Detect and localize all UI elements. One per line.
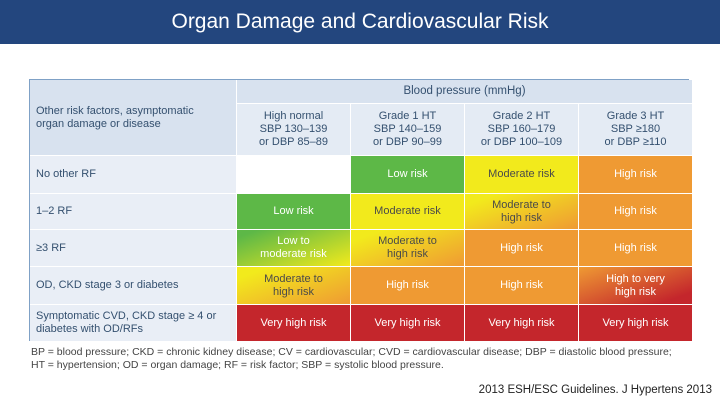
- risk-cell-r3-c4: High risk: [578, 229, 692, 266]
- risk-cell-r4-c3: High risk: [464, 266, 578, 304]
- risk-label: Moderate to high risk: [492, 198, 551, 224]
- risk-label: High risk: [614, 241, 657, 254]
- column-sbp: SBP ≥180: [610, 123, 661, 135]
- footnote-line-1: BP = blood pressure; CKD = chronic kidne…: [31, 346, 672, 358]
- risk-label: Very high risk: [488, 316, 555, 329]
- risk-cell-r5-c3: Very high risk: [464, 304, 578, 341]
- risk-label: High to very high risk: [606, 272, 665, 298]
- risk-cell-r1-c4: High risk: [578, 155, 692, 193]
- risk-label: Low risk: [273, 205, 314, 217]
- row-label-text: Symptomatic CVD, CKD stage ≥ 4 or diabet…: [36, 310, 217, 335]
- column-header-1: High normal SBP 130–139 or DBP 85–89: [236, 104, 350, 155]
- risk-label: Low risk: [387, 168, 428, 180]
- abbreviations-footnote: BP = blood pressure; CKD = chronic kidne…: [31, 346, 691, 372]
- risk-label: Very high risk: [602, 316, 669, 329]
- risk-cell-r1-c1: [236, 155, 350, 193]
- corner-label: Other risk factors, asymptomatic organ d…: [36, 104, 194, 130]
- risk-cell-r1-c2: Low risk: [350, 155, 464, 193]
- risk-label: Low to moderate risk: [260, 235, 327, 260]
- risk-label: High risk: [500, 241, 543, 254]
- risk-cell-r4-c1: Moderate to high risk: [236, 266, 350, 304]
- risk-label: Moderate to high risk: [264, 272, 323, 298]
- row-label-text: No other RF: [36, 168, 96, 180]
- risk-label: Very high risk: [374, 316, 441, 329]
- row-label-text: 1–2 RF: [36, 205, 73, 217]
- row-label-text: ≥3 RF: [36, 241, 66, 254]
- risk-label: Moderate to high risk: [378, 235, 437, 260]
- row-label-2: 1–2 RF: [30, 193, 236, 229]
- column-dbp: or DBP 90–99: [373, 136, 442, 148]
- column-title: Grade 3 HT: [606, 110, 665, 122]
- risk-cell-r3-c3: High risk: [464, 229, 578, 266]
- row-label-text: OD, CKD stage 3 or diabetes: [36, 279, 179, 291]
- risk-cell-r2-c1: Low risk: [236, 193, 350, 229]
- risk-cell-r1-c3: Moderate risk: [464, 155, 578, 193]
- bp-header: Blood pressure (mmHg): [236, 80, 692, 104]
- risk-cell-r5-c1: Very high risk: [236, 304, 350, 341]
- column-sbp: SBP 130–139: [259, 123, 328, 135]
- row-label-4: OD, CKD stage 3 or diabetes: [30, 266, 236, 304]
- risk-label: High risk: [614, 168, 657, 180]
- risk-label: High risk: [500, 279, 543, 291]
- citation: 2013 ESH/ESC Guidelines. J Hypertens 201…: [478, 384, 712, 396]
- risk-label: High risk: [386, 279, 429, 291]
- column-dbp: or DBP 85–89: [259, 136, 328, 148]
- risk-cell-r3-c2: Moderate to high risk: [350, 229, 464, 266]
- risk-cell-r4-c4: High to very high risk: [578, 266, 692, 304]
- risk-cell-r5-c2: Very high risk: [350, 304, 464, 341]
- row-label-1: No other RF: [30, 155, 236, 193]
- risk-cell-r3-c1: Low to moderate risk: [236, 229, 350, 266]
- risk-label: Moderate risk: [374, 205, 441, 217]
- column-header-3: Grade 2 HT SBP 160–179 or DBP 100–109: [464, 104, 578, 155]
- risk-label: High risk: [614, 205, 657, 217]
- column-title: Grade 1 HT: [378, 110, 437, 122]
- row-label-5: Symptomatic CVD, CKD stage ≥ 4 or diabet…: [30, 304, 236, 341]
- column-title: Grade 2 HT: [492, 110, 551, 122]
- risk-cell-r4-c2: High risk: [350, 266, 464, 304]
- risk-cell-r2-c2: Moderate risk: [350, 193, 464, 229]
- row-label-3: ≥3 RF: [30, 229, 236, 266]
- risk-label: Very high risk: [260, 316, 327, 329]
- footnote-line-2: HT = hypertension; OD = organ damage; RF…: [31, 359, 444, 371]
- column-sbp: SBP 160–179: [487, 123, 556, 135]
- risk-cell-r2-c4: High risk: [578, 193, 692, 229]
- bp-header-label: Blood pressure (mmHg): [403, 85, 526, 97]
- column-sbp: SBP 140–159: [373, 123, 442, 135]
- column-dbp: or DBP ≥110: [604, 136, 667, 148]
- column-header-2: Grade 1 HT SBP 140–159 or DBP 90–99: [350, 104, 464, 155]
- header-corner: Other risk factors, asymptomatic organ d…: [30, 80, 236, 155]
- risk-label: Moderate risk: [488, 168, 555, 180]
- column-dbp: or DBP 100–109: [480, 136, 563, 148]
- column-title: High normal: [263, 110, 324, 122]
- risk-cell-r2-c3: Moderate to high risk: [464, 193, 578, 229]
- column-header-4: Grade 3 HT SBP ≥180 or DBP ≥110: [578, 104, 692, 155]
- slide-title: Organ Damage and Cardiovascular Risk: [0, 0, 720, 44]
- risk-cell-r5-c4: Very high risk: [578, 304, 692, 341]
